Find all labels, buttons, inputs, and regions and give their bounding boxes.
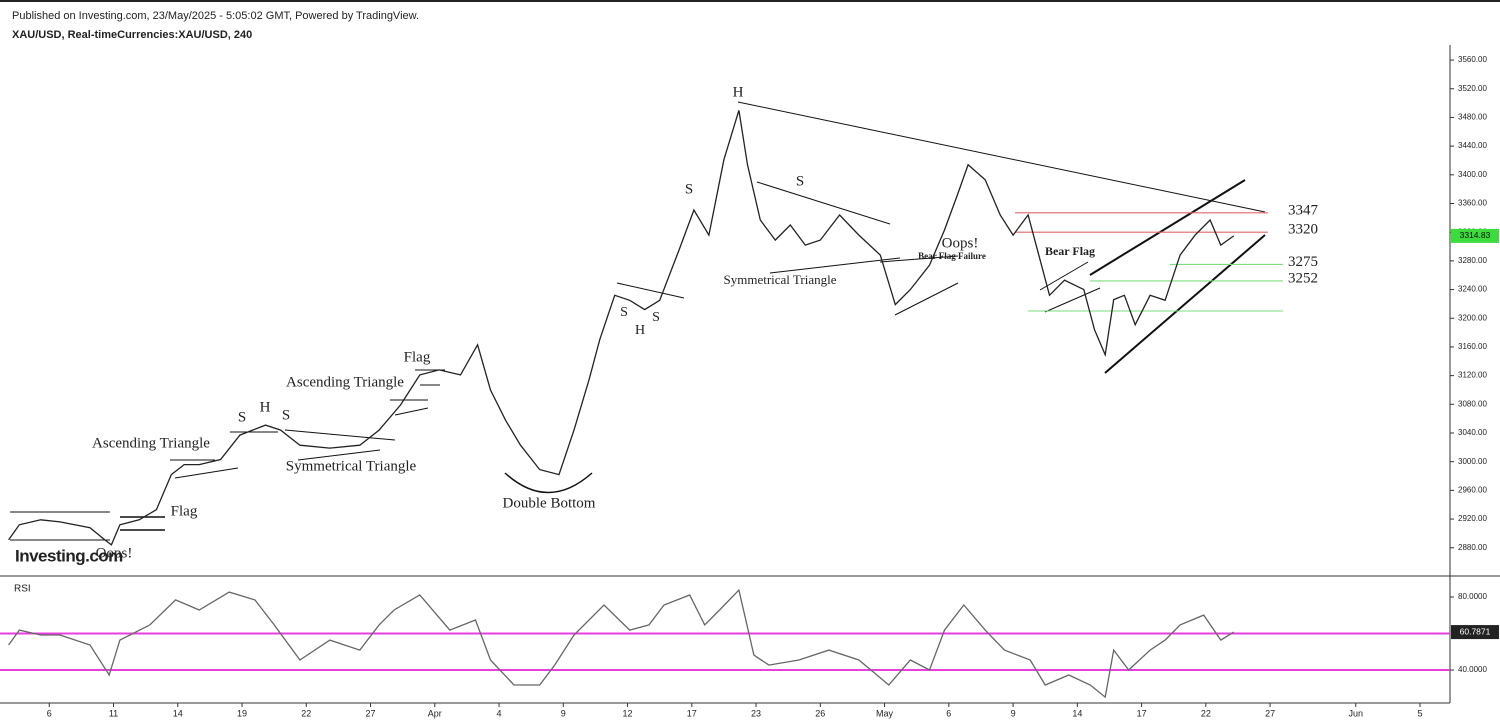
y-tick-label: 3520.00 xyxy=(1458,84,1487,93)
x-tick-label: 17 xyxy=(687,708,697,718)
x-tick-label: 22 xyxy=(301,708,311,718)
x-tick-label: 12 xyxy=(623,708,633,718)
channel-lower xyxy=(1104,234,1266,374)
y-tick-label: 80.0000 xyxy=(1458,592,1487,601)
double-bottom-arc xyxy=(504,472,593,494)
flag-line xyxy=(1039,261,1089,291)
x-tick-label: 5 xyxy=(1418,708,1423,718)
y-tick-label: 3200.00 xyxy=(1458,313,1487,322)
last-value-label: 3314.83 xyxy=(1460,230,1491,240)
x-tick-label: 9 xyxy=(561,708,566,718)
annotation: H xyxy=(733,84,744,100)
y-tick-label: 3080.00 xyxy=(1458,399,1487,408)
annotation: Bear Flag Failure xyxy=(918,251,986,261)
x-tick-label: 6 xyxy=(946,708,951,718)
x-tick-label: Apr xyxy=(428,708,442,718)
drawings xyxy=(10,101,1283,541)
level-label: 3320 xyxy=(1288,222,1318,238)
y-tick-label: 3240.00 xyxy=(1458,285,1487,294)
triangle-line xyxy=(394,407,429,416)
annotation: S xyxy=(620,305,628,320)
watermark: Investing.com xyxy=(15,546,123,565)
annotation: Flag xyxy=(171,503,198,519)
y-tick-label: 3360.00 xyxy=(1458,199,1487,208)
rsi-label: RSI xyxy=(14,584,31,595)
annotation: Ascending Triangle xyxy=(92,435,210,451)
x-tick-label: 22 xyxy=(1201,708,1211,718)
y-tick-label: 3440.00 xyxy=(1458,141,1487,150)
published-line: Published on Investing.com, 23/May/2025 … xyxy=(12,10,419,22)
y-tick-label: 2960.00 xyxy=(1458,485,1487,494)
last-value-badge xyxy=(1451,228,1499,243)
x-tick-label: 27 xyxy=(366,708,376,718)
x-tick-label: 19 xyxy=(237,708,247,718)
x-tick-label: 6 xyxy=(47,708,52,718)
flag-line xyxy=(894,282,959,316)
y-tick-label: 3040.00 xyxy=(1458,428,1487,437)
annotation: H xyxy=(635,323,645,338)
flag-line xyxy=(1044,287,1101,313)
y-tick-label: 2920.00 xyxy=(1458,514,1487,523)
triangle-line xyxy=(756,181,891,225)
annotation: Double Bottom xyxy=(503,495,596,511)
triangle-line xyxy=(297,449,381,461)
annotation: Bear Flag xyxy=(1045,244,1095,258)
x-tick-label: Jun xyxy=(1349,708,1364,718)
annotation: Oops! xyxy=(96,545,133,561)
y-tick-label: 3400.00 xyxy=(1458,170,1487,179)
x-tick-label: 23 xyxy=(751,708,761,718)
flag-line xyxy=(879,255,959,263)
x-tick-label: May xyxy=(876,708,894,718)
last-value-badge xyxy=(1451,625,1499,640)
y-tick-label: 3560.00 xyxy=(1458,55,1487,64)
x-tick-label: 11 xyxy=(109,708,118,718)
level-label: 3252 xyxy=(1288,270,1318,286)
annotation: S xyxy=(238,409,246,425)
x-tick-label: 14 xyxy=(1072,708,1082,718)
annotation: H xyxy=(260,399,271,415)
triangle-line xyxy=(284,429,396,441)
annotation: S xyxy=(685,181,693,197)
series-line xyxy=(8,110,1235,546)
last-value-label: 60.7871 xyxy=(1460,626,1491,636)
x-tick-label: 4 xyxy=(497,708,502,718)
annotation: Flag xyxy=(404,349,431,365)
annotation: S xyxy=(796,173,804,189)
series-line xyxy=(8,588,1235,699)
channel-upper xyxy=(1089,179,1246,276)
annotation: Oops! xyxy=(942,235,979,251)
annotation: Symmetrical Triangle xyxy=(723,272,836,287)
x-tick-label: 17 xyxy=(1137,708,1147,718)
triangle-line xyxy=(769,257,901,274)
y-tick-label: 3120.00 xyxy=(1458,371,1487,380)
annotation: Symmetrical Triangle xyxy=(286,458,417,474)
neckline xyxy=(616,282,685,299)
x-tick-label: 26 xyxy=(815,708,825,718)
y-tick-label: 3280.00 xyxy=(1458,256,1487,265)
y-tick-label: 40.0000 xyxy=(1458,665,1487,674)
y-tick-label: 3480.00 xyxy=(1458,113,1487,122)
x-tick-label: 14 xyxy=(173,708,183,718)
annotation: Ascending Triangle xyxy=(286,374,404,390)
x-tick-label: 9 xyxy=(1011,708,1016,718)
triangle-line xyxy=(174,467,239,479)
annotation: S xyxy=(282,407,290,423)
y-tick-label: 2880.00 xyxy=(1458,543,1487,552)
level-label: 3275 xyxy=(1288,254,1318,270)
level-label: 3347 xyxy=(1288,202,1319,218)
x-tick-label: 27 xyxy=(1265,708,1275,718)
symbol-line: XAU/USD, Real-timeCurrencies:XAU/USD, 24… xyxy=(12,29,252,41)
y-tick-label: 3160.00 xyxy=(1458,342,1487,351)
trendline xyxy=(737,101,1266,213)
annotation: S xyxy=(652,310,660,325)
y-tick-label: 3000.00 xyxy=(1458,457,1487,466)
